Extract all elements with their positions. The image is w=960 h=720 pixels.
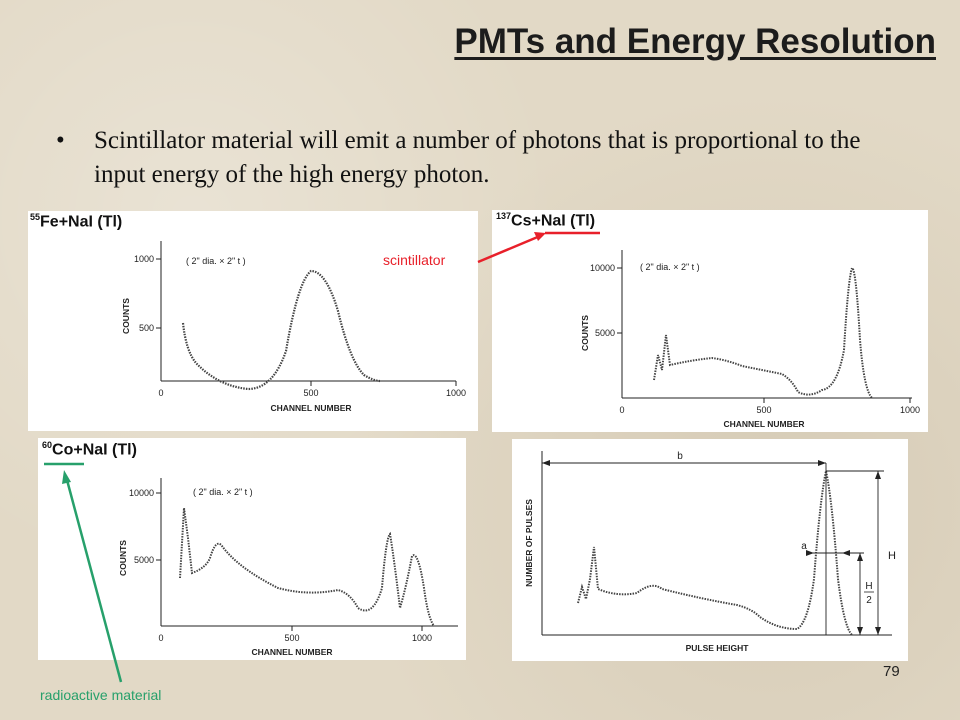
pulse-label-b: b xyxy=(677,451,683,462)
co60-xtick-0: 0 xyxy=(158,633,163,643)
panel-fe55-label: 55Fe+NaI (Tl) xyxy=(30,212,122,231)
co60-ytick-5000: 5000 xyxy=(134,555,154,565)
panel-fe55-spectrum: ( 2" dia. × 2" t ) 1000 500 0 500 1000 C… xyxy=(28,211,478,431)
annotation-radioactive-material: radioactive material xyxy=(40,687,162,703)
cs137-ytick-10000: 10000 xyxy=(590,263,615,273)
bullet-marker: • xyxy=(56,127,65,154)
pulse-label-H-half-den: 2 xyxy=(866,595,872,606)
co60-xlabel: CHANNEL NUMBER xyxy=(251,647,332,657)
panel-co60-label: 60Co+NaI (Tl) xyxy=(42,440,137,459)
pulse-label-a: a xyxy=(801,541,807,552)
bullet-point: • Scintillator material will emit a numb… xyxy=(56,124,916,192)
slide-title: PMTs and Energy Resolution xyxy=(454,22,936,61)
co60-spectrum-curve xyxy=(179,507,435,627)
fe55-ytick-1000: 1000 xyxy=(134,254,154,264)
bullet-text: Scintillator material will emit a number… xyxy=(94,127,861,188)
panel-pulse-height: b a H H 2 PULSE HEIGHT NUMBER OF PULSES xyxy=(512,439,908,661)
co60-xtick-500: 500 xyxy=(284,633,299,643)
cs137-label-text: Cs+NaI (Tl) xyxy=(511,212,596,230)
cs137-ytick-5000: 5000 xyxy=(595,328,615,338)
co60-mass-number: 60 xyxy=(42,440,53,450)
co60-xtick-1000: 1000 xyxy=(412,633,432,643)
pulse-ylabel: NUMBER OF PULSES xyxy=(524,499,534,587)
fe55-spectrum-curve xyxy=(181,269,381,391)
fe55-ytick-500: 500 xyxy=(139,323,154,333)
cs137-note: ( 2" dia. × 2" t ) xyxy=(640,262,700,272)
fe55-xtick-500: 500 xyxy=(303,388,318,398)
panel-cs137-spectrum: ( 2" dia. × 2" t ) 10000 5000 0 500 1000… xyxy=(492,210,928,432)
cs137-mass-number: 137 xyxy=(496,211,512,221)
co60-ytick-10000: 10000 xyxy=(129,488,154,498)
fe55-note: ( 2" dia. × 2" t ) xyxy=(186,256,246,266)
panel-cs137-label: 137Cs+NaI (Tl) xyxy=(496,211,595,230)
fe55-mass-number: 55 xyxy=(30,212,41,222)
page-number: 79 xyxy=(883,663,900,680)
cs137-ylabel: COUNTS xyxy=(580,315,590,351)
fe55-ylabel: COUNTS xyxy=(121,298,131,334)
pulse-label-H-half-num: H xyxy=(865,581,872,592)
fe55-label-text: Fe+NaI (Tl) xyxy=(40,213,123,231)
fe55-xtick-0: 0 xyxy=(158,388,163,398)
cs137-xtick-500: 500 xyxy=(756,405,771,415)
panel-co60-spectrum: ( 2" dia. × 2" t ) 10000 5000 0 500 1000… xyxy=(38,438,466,660)
cs137-xlabel: CHANNEL NUMBER xyxy=(723,419,804,429)
fe55-xlabel: CHANNEL NUMBER xyxy=(270,403,351,413)
cs137-spectrum-curve xyxy=(653,266,873,399)
co60-label-text: Co+NaI (Tl) xyxy=(52,441,137,459)
pulse-spectrum-curve xyxy=(577,470,853,636)
co60-ylabel: COUNTS xyxy=(118,540,128,576)
pulse-xlabel: PULSE HEIGHT xyxy=(686,643,750,653)
pulse-label-H: H xyxy=(888,550,896,562)
cs137-xtick-1000: 1000 xyxy=(900,405,920,415)
co60-note: ( 2" dia. × 2" t ) xyxy=(193,487,253,497)
fe55-xtick-1000: 1000 xyxy=(446,388,466,398)
annotation-scintillator: scintillator xyxy=(383,252,446,268)
cs137-xtick-0: 0 xyxy=(619,405,624,415)
